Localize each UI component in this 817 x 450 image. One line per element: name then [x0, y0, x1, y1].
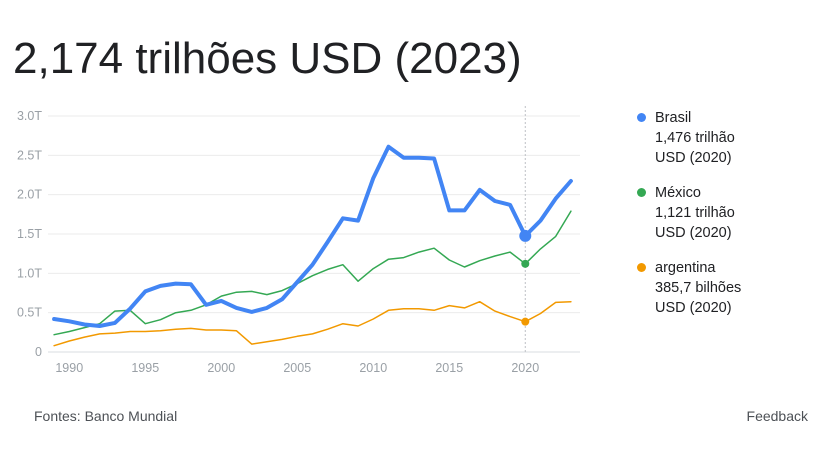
- highlight-point-brasil: [519, 229, 532, 242]
- x-tick-label: 2000: [207, 361, 235, 375]
- page-title: 2,174 trilhões USD (2023): [13, 34, 522, 83]
- x-tick-label: 1990: [55, 361, 83, 375]
- y-tick-label: 2.5T: [17, 148, 42, 162]
- y-tick-label: 0.5T: [17, 306, 42, 320]
- x-tick-label: 2005: [283, 361, 311, 375]
- series-line-mexico[interactable]: [53, 210, 572, 336]
- legend-value: 1,121 trilhão: [655, 205, 735, 221]
- y-tick-label: 0: [35, 345, 42, 359]
- legend-item-mexico[interactable]: México 1,121 trilhão USD (2020): [637, 183, 807, 243]
- series-line-argentina[interactable]: [53, 300, 572, 347]
- y-tick-label: 1.0T: [17, 266, 42, 280]
- feedback-link[interactable]: Feedback: [746, 408, 808, 424]
- x-tick-label: 1995: [131, 361, 159, 375]
- source-note: Fontes: Banco Mundial: [34, 408, 178, 424]
- x-axis: 1990 1995 2000 2005 2010 2015 2020: [55, 361, 539, 375]
- legend-dot-brasil: [637, 113, 646, 122]
- highlight-point-argentina: [521, 317, 530, 326]
- series-line-brasil[interactable]: [52, 144, 573, 328]
- legend-unit: USD (2020): [655, 150, 732, 166]
- legend-item-argentina[interactable]: argentina 385,7 bilhões USD (2020): [637, 258, 807, 318]
- legend-unit: USD (2020): [655, 300, 732, 316]
- legend-dot-argentina: [637, 263, 646, 272]
- legend-name: México: [655, 185, 701, 201]
- chart-grid: [48, 115, 580, 353]
- x-tick-label: 2015: [435, 361, 463, 375]
- highlight-markers: [519, 229, 532, 326]
- x-tick-label: 2020: [511, 361, 539, 375]
- legend-unit: USD (2020): [655, 225, 732, 241]
- y-tick-label: 1.5T: [17, 227, 42, 241]
- legend-value: 385,7 bilhões: [655, 280, 742, 296]
- legend-dot-mexico: [637, 188, 646, 197]
- legend-item-brasil[interactable]: Brasil 1,476 trilhão USD (2020): [637, 108, 807, 168]
- y-tick-label: 2.0T: [17, 188, 42, 202]
- legend-value: 1,476 trilhão: [655, 130, 735, 146]
- y-axis: 0 0.5T 1.0T 1.5T 2.0T 2.5T 3.0T: [17, 109, 42, 359]
- legend-name: argentina: [655, 260, 716, 276]
- highlight-point-mexico: [521, 259, 530, 268]
- y-tick-label: 3.0T: [17, 109, 42, 123]
- legend-name: Brasil: [655, 110, 692, 126]
- series-lines: [52, 144, 573, 347]
- legend: Brasil 1,476 trilhão USD (2020) México 1…: [637, 108, 807, 333]
- x-tick-label: 2010: [359, 361, 387, 375]
